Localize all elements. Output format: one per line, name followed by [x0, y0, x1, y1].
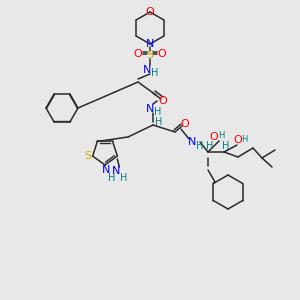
Text: H: H [108, 173, 115, 183]
Text: O: O [159, 96, 167, 106]
Text: S: S [146, 50, 154, 60]
Text: N: N [146, 104, 154, 114]
Text: N: N [188, 137, 196, 147]
Text: H: H [120, 173, 127, 183]
Text: N: N [112, 166, 121, 176]
Text: H: H [241, 134, 247, 143]
Text: N: N [143, 65, 151, 75]
Text: H: H [196, 141, 204, 151]
Text: H: H [154, 107, 162, 117]
Text: N: N [102, 165, 110, 175]
Text: H: H [151, 68, 159, 78]
Text: O: O [234, 135, 242, 145]
Text: O: O [158, 49, 166, 59]
Text: O: O [146, 7, 154, 17]
Text: H: H [218, 131, 224, 140]
Text: O: O [181, 119, 189, 129]
Text: O: O [210, 132, 218, 142]
Text: O: O [134, 49, 142, 59]
Text: N: N [146, 39, 154, 49]
Text: H: H [222, 141, 230, 151]
Text: H: H [206, 141, 214, 151]
Text: S: S [84, 151, 91, 161]
Text: H: H [155, 117, 163, 127]
